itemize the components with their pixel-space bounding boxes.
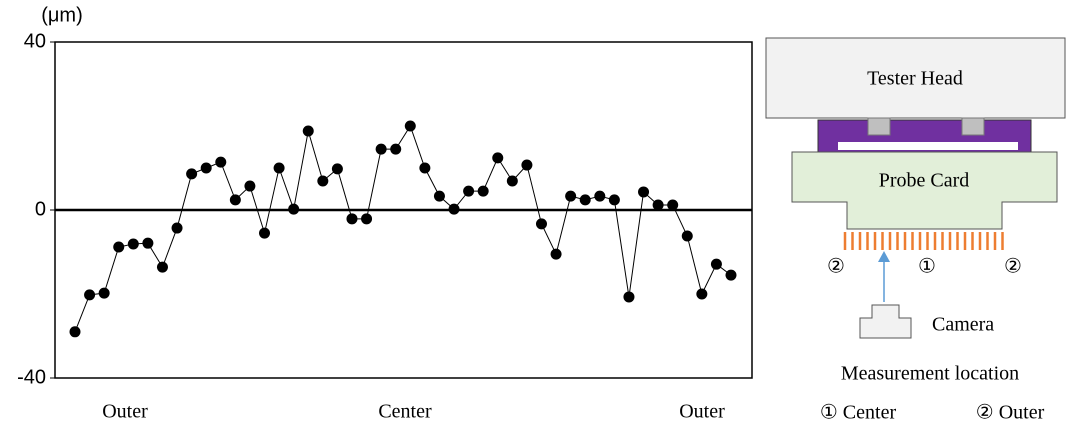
point bbox=[302, 125, 314, 137]
point bbox=[477, 185, 489, 197]
probe-card-label: Probe Card bbox=[879, 170, 970, 192]
point bbox=[652, 199, 664, 211]
location-mark: ② bbox=[1004, 256, 1022, 278]
point bbox=[550, 248, 562, 260]
point bbox=[638, 186, 650, 198]
diagram: Tester Head Probe Card ② ① ② Camera Meas… bbox=[765, 37, 1066, 424]
pogo bbox=[867, 117, 891, 136]
point bbox=[156, 261, 168, 273]
point bbox=[84, 289, 96, 301]
point bbox=[98, 287, 110, 299]
point bbox=[725, 269, 737, 281]
legend-item: ② Outer bbox=[976, 402, 1045, 424]
series-line bbox=[74, 124, 732, 332]
point bbox=[565, 190, 577, 202]
point bbox=[127, 238, 139, 250]
point bbox=[317, 175, 329, 187]
point bbox=[710, 258, 722, 270]
x-label: Outer bbox=[679, 401, 725, 423]
tester-head-label: Tester Head bbox=[867, 68, 963, 90]
chart: -40 0 40 Outer Center Outer bbox=[17, 30, 752, 423]
point bbox=[535, 218, 547, 230]
probe-card bbox=[791, 151, 1058, 230]
x-label: Outer bbox=[102, 401, 148, 423]
y-tick-label: 40 bbox=[24, 30, 46, 52]
point bbox=[171, 222, 183, 234]
point bbox=[594, 190, 606, 202]
point bbox=[681, 230, 693, 242]
y-tick-label: 0 bbox=[35, 198, 46, 220]
point bbox=[579, 194, 591, 206]
point bbox=[448, 203, 460, 215]
interface-gap bbox=[838, 142, 1018, 150]
point bbox=[200, 162, 212, 174]
point bbox=[608, 194, 620, 206]
pogo bbox=[961, 117, 985, 136]
y-tick-label: -40 bbox=[17, 366, 46, 388]
point bbox=[506, 175, 518, 187]
point bbox=[113, 241, 125, 253]
point bbox=[215, 156, 227, 168]
point bbox=[331, 163, 343, 175]
camera-label: Camera bbox=[932, 314, 994, 336]
point bbox=[667, 199, 679, 211]
point bbox=[244, 180, 256, 192]
x-label: Center bbox=[378, 401, 432, 423]
point bbox=[492, 152, 504, 164]
point bbox=[273, 162, 285, 174]
point bbox=[229, 194, 241, 206]
point bbox=[419, 162, 431, 174]
point bbox=[288, 203, 300, 215]
point bbox=[521, 159, 533, 171]
point bbox=[390, 143, 402, 155]
location-mark: ② bbox=[827, 256, 845, 278]
probe-pins bbox=[843, 232, 1004, 250]
point bbox=[696, 288, 708, 300]
point bbox=[404, 120, 416, 132]
point bbox=[361, 213, 373, 225]
point bbox=[375, 143, 387, 155]
tester-head bbox=[765, 37, 1066, 119]
location-mark: ① bbox=[918, 256, 936, 278]
caption: Measurement location bbox=[841, 363, 1019, 385]
y-axis-label: (μm) bbox=[41, 4, 83, 26]
point bbox=[142, 237, 154, 249]
point bbox=[623, 291, 635, 303]
point bbox=[463, 185, 475, 197]
point bbox=[259, 227, 271, 239]
point bbox=[346, 213, 358, 225]
legend-item: ① Center bbox=[820, 402, 897, 424]
arrow-head bbox=[878, 251, 890, 262]
point bbox=[433, 190, 445, 202]
point bbox=[69, 326, 81, 338]
camera bbox=[859, 304, 912, 339]
point bbox=[186, 168, 198, 180]
